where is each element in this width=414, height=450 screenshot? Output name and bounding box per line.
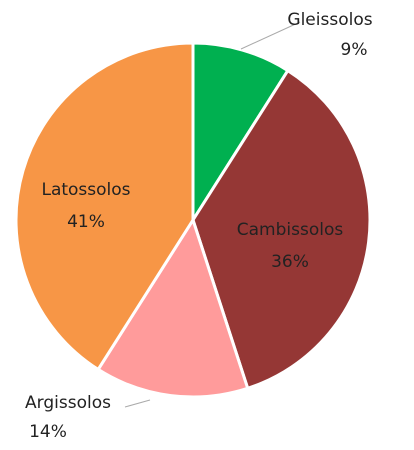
slice-label: Latossolos <box>41 180 130 200</box>
slice-value-label: 14% <box>29 422 67 442</box>
pie-slice <box>96 216 250 399</box>
slice-label: Argissolos <box>25 393 111 413</box>
slice-value-label: 36% <box>271 252 309 272</box>
pie-slice <box>191 68 372 391</box>
slice-value-label: 41% <box>67 212 105 232</box>
slice-value-label: 9% <box>341 40 368 60</box>
slice-label: Gleissolos <box>287 10 372 30</box>
pie-slice <box>191 41 290 226</box>
leader-line <box>240 21 301 50</box>
pie-slice <box>14 41 195 372</box>
slice-label: Cambissolos <box>237 220 344 240</box>
leader-line <box>124 399 151 408</box>
